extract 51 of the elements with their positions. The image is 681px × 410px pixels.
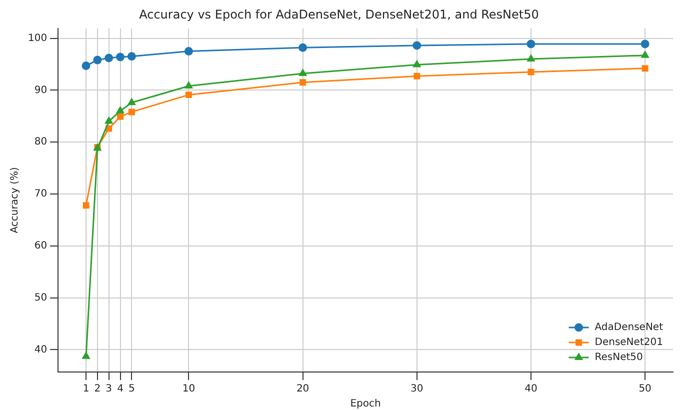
point <box>300 79 306 86</box>
legend-label: AdaDenseNet <box>594 322 664 334</box>
x-tick-label: 30 <box>410 384 424 395</box>
point <box>299 69 307 76</box>
point <box>82 352 90 359</box>
point <box>184 46 193 56</box>
point <box>185 92 192 98</box>
legend-label: ResNet50 <box>594 352 643 364</box>
point <box>414 72 420 80</box>
point <box>93 56 102 64</box>
x-tick-label: 2 <box>94 384 101 395</box>
y-tick-label: 80 <box>34 136 48 148</box>
point <box>128 108 135 116</box>
chart-title: Accuracy vs Epoch for AdaDenseNet, DenseNet201, and ResNet50 <box>139 7 539 22</box>
y-tick-label: 50 <box>34 292 48 304</box>
x-axis-title: Epoch <box>350 398 381 410</box>
x-tick-label: 20 <box>296 384 310 395</box>
point <box>128 98 136 106</box>
point <box>127 52 136 61</box>
point <box>104 54 114 62</box>
point <box>412 41 422 50</box>
point <box>527 54 535 62</box>
y-tick-label: 70 <box>34 188 48 200</box>
y-tick-label: 40 <box>34 344 48 356</box>
point <box>82 202 90 209</box>
x-tick-label: 4 <box>117 384 124 395</box>
legend-label: DenseNet201 <box>594 337 663 348</box>
point <box>528 68 534 76</box>
y-axis-title: Accuracy (%) <box>10 167 21 234</box>
point <box>82 62 90 70</box>
point <box>413 60 421 68</box>
point <box>116 52 125 62</box>
point <box>642 65 648 72</box>
x-tick-label: 5 <box>128 384 135 395</box>
point <box>106 125 112 132</box>
point <box>184 82 192 89</box>
point <box>105 117 113 124</box>
x-tick-label: 1 <box>82 384 90 395</box>
point <box>116 106 124 114</box>
x-tick-label: 40 <box>524 384 538 395</box>
x-tick-label: 10 <box>182 384 196 395</box>
y-tick-label: 60 <box>34 240 48 252</box>
point <box>298 43 308 52</box>
point <box>641 51 649 58</box>
point <box>640 40 650 48</box>
point <box>526 40 536 48</box>
y-tick-label: 100 <box>28 32 48 44</box>
x-tick-label: 50 <box>638 384 652 395</box>
y-tick-label: 90 <box>34 84 48 96</box>
x-tick-label: 3 <box>106 384 112 395</box>
point <box>117 113 124 120</box>
